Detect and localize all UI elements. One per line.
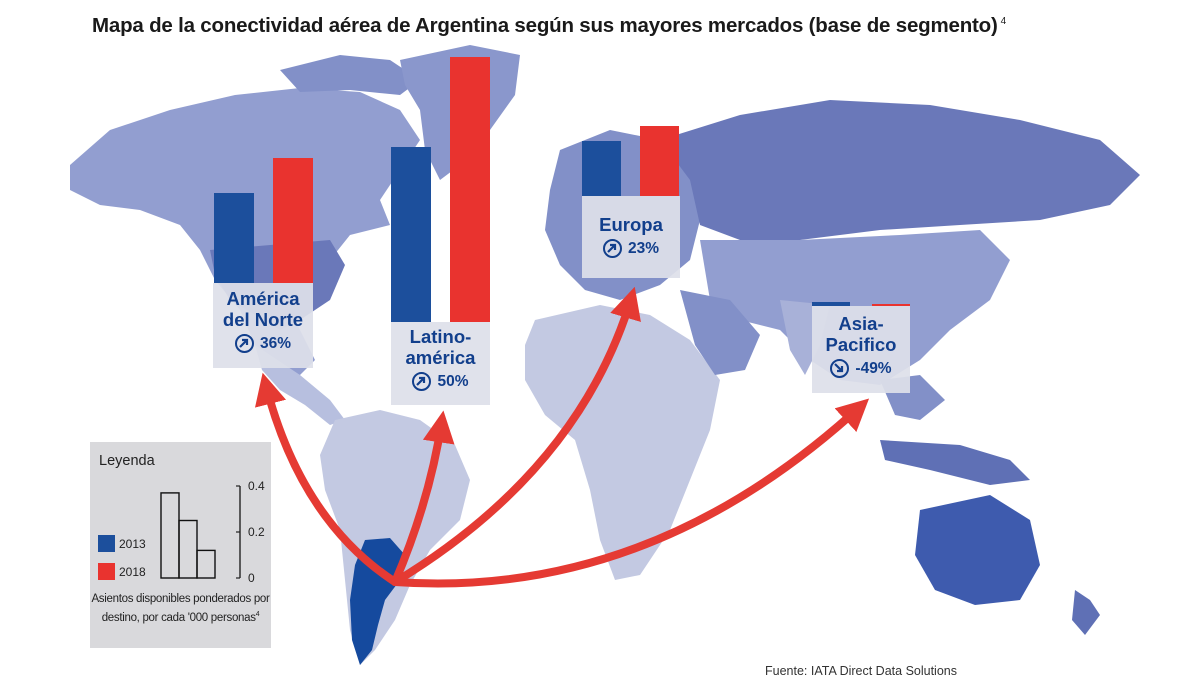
region-change: 36% <box>259 334 292 352</box>
legend-sample-bar-0 <box>160 492 180 579</box>
arrow-up-icon <box>412 372 432 391</box>
bar-2013-3 <box>812 302 850 306</box>
arrow-down-icon <box>830 359 850 378</box>
legend: Leyenda 0.4 0.2 0 2013 2018 Asientos dispo… <box>90 442 271 648</box>
flight-arrow-europa <box>391 286 641 586</box>
middle-east-land <box>680 290 760 375</box>
legend-entry-2018: 2018 <box>98 563 146 580</box>
bar-2013-0 <box>214 193 254 283</box>
flight-arrow-latinoamerica <box>391 410 455 586</box>
bar-2018-2 <box>640 126 679 196</box>
argentina-land <box>350 538 405 665</box>
bar-2018-1 <box>450 57 490 322</box>
source-note: Fuente: IATA Direct Data Solutions <box>765 664 957 678</box>
bar-2018-0 <box>273 158 313 283</box>
arrow-up-icon <box>234 334 254 353</box>
legend-tick-label: 0 <box>248 571 255 585</box>
region-label-america-del-norte: América del Norte 36% <box>213 283 313 368</box>
legend-swatch-2018 <box>98 563 115 580</box>
canada-islands <box>280 55 420 95</box>
arrow-up-icon <box>602 239 622 258</box>
region-name: Latino- américa <box>405 326 476 368</box>
region-name: América del Norte <box>222 288 304 330</box>
legend-title: Leyenda <box>99 453 155 469</box>
page-title: Mapa de la conectividad aérea de Argenti… <box>92 14 1006 37</box>
region-change: -49% <box>855 359 892 377</box>
new-zealand-land <box>1072 590 1100 635</box>
legend-note: Asientos disponibles ponderados por dest… <box>91 593 270 624</box>
region-label-europa: Europa 23% <box>582 196 680 278</box>
flight-arrow-america-del-norte <box>255 372 399 586</box>
australia-land <box>915 495 1040 605</box>
region-change: 23% <box>627 239 660 257</box>
bar-2013-2 <box>582 141 621 196</box>
region-name: Europa <box>599 214 663 235</box>
africa-land <box>525 305 720 580</box>
legend-entry-2013: 2013 <box>98 535 146 552</box>
region-name: Asia- Pacifico <box>825 313 897 355</box>
region-change: 50% <box>437 372 469 390</box>
bar-2013-1 <box>391 147 431 322</box>
legend-sample-bar-2 <box>196 549 216 579</box>
region-label-asia-pacifico: Asia- Pacifico -49% <box>812 306 910 393</box>
legend-swatch-2013 <box>98 535 115 552</box>
legend-tick-label: 0.4 <box>248 479 265 493</box>
legend-scale-chart: 0.4 0.2 0 <box>160 479 265 585</box>
legend-sample-bar-1 <box>178 519 198 579</box>
bar-2018-3 <box>872 304 910 306</box>
russia-land <box>660 100 1140 240</box>
region-label-latinoamerica: Latino- américa 50% <box>391 322 490 405</box>
indonesia-land <box>880 440 1030 485</box>
legend-tick-label: 0.2 <box>248 525 265 539</box>
flight-arrow-asia-pacifico <box>391 398 870 588</box>
